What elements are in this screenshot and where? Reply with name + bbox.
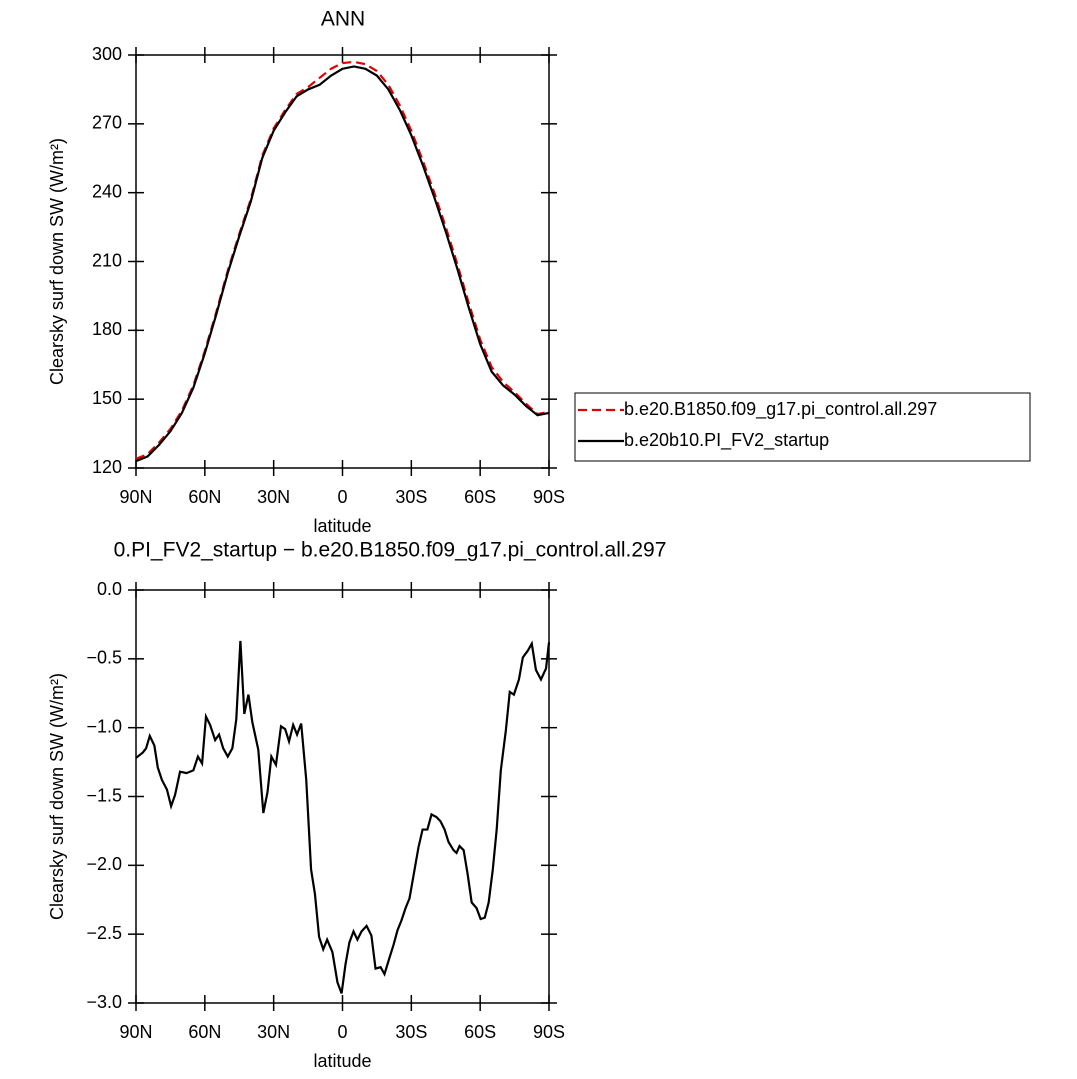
x-tick-label: 90S [533, 487, 565, 507]
y-tick-label: 240 [92, 181, 122, 201]
x-tick-label: 90N [119, 1022, 152, 1042]
x-tick-label: 60N [188, 1022, 221, 1042]
y-axis-label: Clearsky surf down SW (W/m²) [47, 673, 67, 920]
data-line [135, 640, 551, 994]
y-tick-label: 210 [92, 250, 122, 270]
data-line [135, 65, 550, 463]
x-axis-label: latitude [313, 516, 371, 536]
legend-label: b.e20b10.PI_FV2_startup [624, 430, 829, 451]
legend-label: b.e20.B1850.f09_g17.pi_control.all.297 [624, 399, 937, 420]
y-tick-label: −3.0 [86, 992, 122, 1012]
y-tick-label: −1.0 [86, 716, 122, 736]
x-tick-label: 90S [533, 1022, 565, 1042]
y-axis-label: Clearsky surf down SW (W/m²) [47, 138, 67, 385]
x-tick-label: 30N [257, 487, 290, 507]
x-tick-label: 60S [464, 487, 496, 507]
x-tick-label: 90N [119, 487, 152, 507]
y-tick-label: −2.0 [86, 854, 122, 874]
y-tick-label: 300 [92, 44, 122, 64]
y-tick-label: 120 [92, 457, 122, 477]
x-tick-label: 30S [395, 1022, 427, 1042]
y-tick-label: 150 [92, 388, 122, 408]
x-axis-label: latitude [313, 1051, 371, 1071]
y-tick-label: 270 [92, 113, 122, 133]
x-tick-label: 30N [257, 1022, 290, 1042]
x-tick-label: 60S [464, 1022, 496, 1042]
x-tick-label: 0 [337, 1022, 347, 1042]
y-tick-label: −1.5 [86, 785, 122, 805]
legend-box [574, 392, 1031, 462]
x-tick-label: 60N [188, 487, 221, 507]
data-line [135, 60, 550, 460]
y-tick-label: −2.5 [86, 923, 122, 943]
plot-frame [135, 54, 550, 469]
chart-title: 0.PI_FV2_startup − b.e20.B1850.f09_g17.p… [114, 539, 667, 562]
y-tick-label: 0.0 [97, 579, 122, 599]
y-tick-label: 180 [92, 319, 122, 339]
chart-title: ANN [321, 8, 365, 31]
x-tick-label: 0 [337, 487, 347, 507]
x-tick-label: 30S [395, 487, 427, 507]
plot-frame [135, 589, 550, 1004]
y-tick-label: −0.5 [86, 648, 122, 668]
